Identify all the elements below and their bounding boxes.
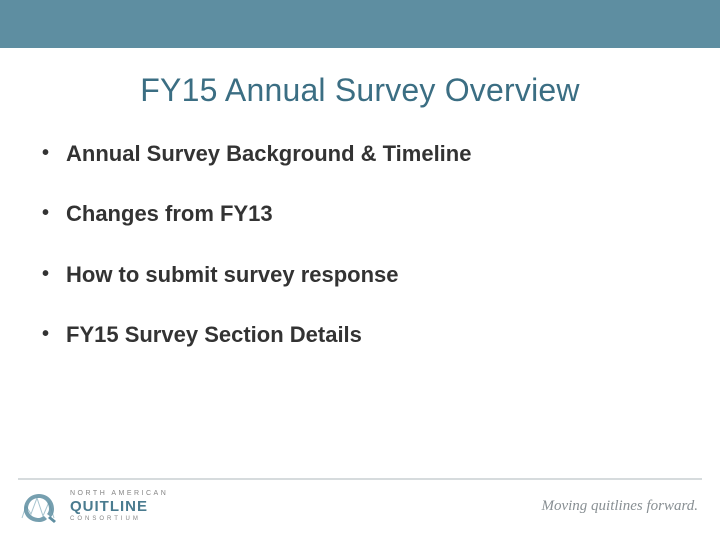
slide: FY15 Annual Survey Overview Annual Surve… <box>0 0 720 540</box>
logo: NORTH AMERICAN QUITLINE CONSORTIUM <box>18 488 168 524</box>
footer: NORTH AMERICAN QUITLINE CONSORTIUM Movin… <box>0 478 720 540</box>
logo-top-text: NORTH AMERICAN <box>70 490 168 497</box>
bullet-item: Annual Survey Background & Timeline <box>38 141 682 167</box>
slide-title: FY15 Annual Survey Overview <box>0 72 720 109</box>
footer-divider <box>18 478 702 480</box>
top-bar <box>0 0 720 48</box>
logo-text: NORTH AMERICAN QUITLINE CONSORTIUM <box>70 490 168 522</box>
tagline: Moving quitlines forward. <box>541 498 698 515</box>
bullet-list: Annual Survey Background & Timeline Chan… <box>0 141 720 349</box>
logo-main-text: QUITLINE <box>70 499 168 514</box>
bullet-item: How to submit survey response <box>38 262 682 288</box>
bullet-item: FY15 Survey Section Details <box>38 322 682 348</box>
logo-mark-icon <box>18 488 60 524</box>
bullet-item: Changes from FY13 <box>38 201 682 227</box>
logo-sub-text: CONSORTIUM <box>70 516 168 522</box>
